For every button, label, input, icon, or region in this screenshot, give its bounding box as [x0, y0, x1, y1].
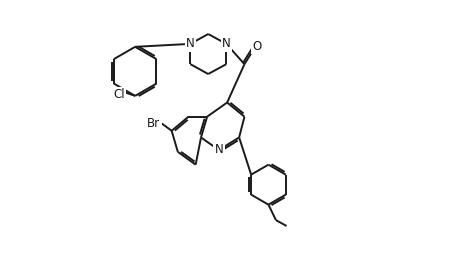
Text: N: N — [214, 143, 223, 157]
Text: N: N — [186, 37, 195, 50]
Text: N: N — [222, 37, 231, 50]
Text: O: O — [252, 40, 262, 53]
Text: Cl: Cl — [113, 88, 125, 101]
Text: Br: Br — [147, 117, 160, 130]
